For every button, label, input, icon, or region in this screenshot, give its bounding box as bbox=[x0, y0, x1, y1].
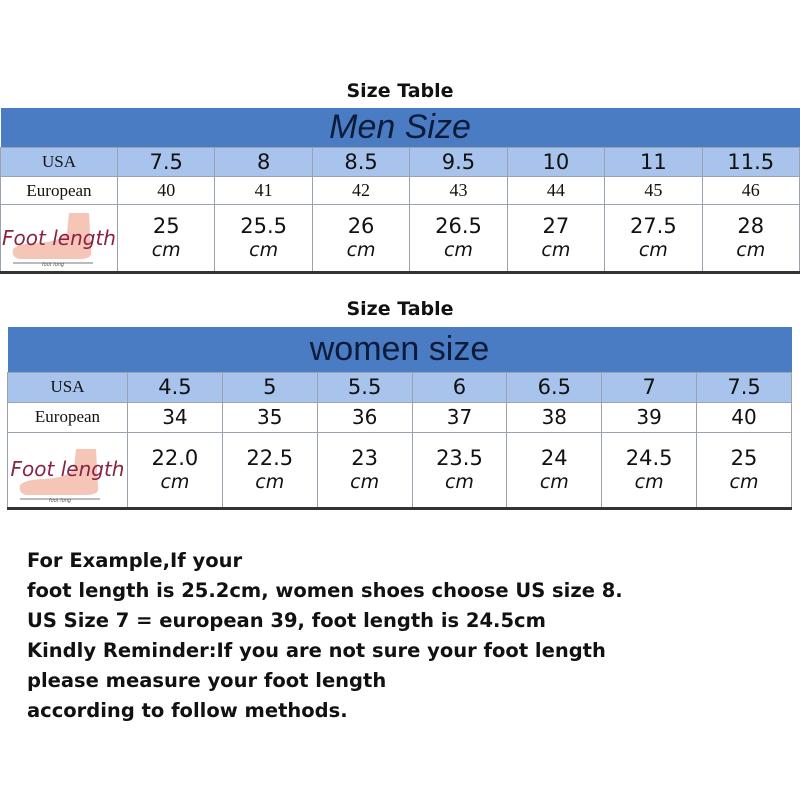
svg-text:foot long: foot long bbox=[49, 498, 71, 503]
foot-length-cell: 28 cm bbox=[701, 204, 800, 274]
european-size-cell: 41 bbox=[214, 176, 313, 205]
foot-length-cell: 22.0 cm bbox=[127, 431, 223, 510]
usa-size-cell: 8 bbox=[214, 147, 313, 177]
foot-length-value: 27 bbox=[542, 214, 570, 238]
foot-illustration: foot long bbox=[19, 448, 100, 503]
foot-length-value: 27.5 bbox=[629, 214, 677, 238]
european-size-cell: 36 bbox=[316, 401, 413, 433]
foot-length-value: 23 bbox=[351, 445, 378, 470]
unit-label: cm bbox=[539, 470, 569, 493]
usa-size-cell: 6.5 bbox=[506, 371, 603, 403]
unit-label: cm bbox=[255, 470, 285, 493]
usa-size-cell: 9.5 bbox=[409, 147, 508, 177]
european-size-cell: 45 bbox=[604, 176, 703, 205]
foot-length-cell: 27.5 cm bbox=[604, 204, 703, 274]
foot-length-label: foot long Foot length bbox=[0, 204, 118, 274]
foot-length-value: 25 bbox=[152, 214, 180, 238]
european-size-cell: 42 bbox=[311, 176, 411, 205]
note-line: please measure your foot length bbox=[27, 669, 387, 692]
foot-length-value: 24 bbox=[540, 445, 568, 470]
unit-label: cm bbox=[729, 470, 759, 493]
note-line: according to follow methods. bbox=[27, 699, 348, 722]
foot-length-label: foot long Foot length bbox=[7, 431, 128, 510]
usa-size-cell: 5 bbox=[221, 371, 318, 403]
usa-size-cell: 11.5 bbox=[701, 147, 800, 177]
usa-size-cell: 6 bbox=[411, 371, 508, 403]
european-size-cell: 44 bbox=[506, 176, 606, 205]
european-size-cell: 40 bbox=[696, 401, 792, 433]
european-label: European bbox=[0, 176, 118, 205]
foot-length-cell: 25 cm bbox=[696, 431, 792, 510]
foot-length-cell: 23.5 cm bbox=[411, 431, 508, 510]
foot-length-value: 26 bbox=[347, 214, 375, 238]
usa-label: USA bbox=[0, 147, 118, 177]
foot-length-value: 25 bbox=[730, 445, 758, 470]
table-banner: Men Size bbox=[0, 108, 800, 148]
foot-length-cell: 24 cm bbox=[506, 431, 603, 510]
usa-size-cell: 10 bbox=[506, 147, 606, 177]
size-note: For Example,If your foot length is 25.2cm… bbox=[27, 546, 623, 726]
unit-label: cm bbox=[249, 239, 279, 262]
foot-illustration: foot long bbox=[12, 213, 93, 267]
usa-size-cell: 7 bbox=[601, 371, 698, 403]
usa-size-cell: 5.5 bbox=[316, 371, 413, 403]
european-size-cell: 43 bbox=[409, 176, 508, 205]
european-size-cell: 35 bbox=[221, 401, 318, 433]
unit-label: cm bbox=[634, 470, 664, 493]
foot-length-cell: 22.5 cm bbox=[221, 431, 318, 510]
foot-length-value: 22.5 bbox=[246, 445, 294, 470]
foot-length-value: 22.0 bbox=[151, 445, 199, 470]
foot-length-cell: 26.5 cm bbox=[409, 204, 508, 274]
unit-label: cm bbox=[160, 470, 190, 493]
usa-size-cell: 4.5 bbox=[127, 371, 223, 403]
european-size-cell: 39 bbox=[601, 401, 698, 433]
foot-length-value: 28 bbox=[737, 214, 765, 238]
foot-length-cell: 27 cm bbox=[506, 204, 606, 274]
foot-length-value: 24.5 bbox=[625, 445, 673, 470]
usa-label: USA bbox=[7, 371, 128, 403]
european-size-cell: 46 bbox=[701, 176, 800, 205]
foot-length-cell: 25.5 cm bbox=[214, 204, 313, 274]
women-size-table: women size USA 4.5 5 5.5 6 6.5 7 7.5 European 34 35… bbox=[7, 327, 792, 510]
european-size-cell: 40 bbox=[116, 176, 216, 205]
european-label: European bbox=[7, 401, 128, 433]
foot-length-cell: 24.5 cm bbox=[601, 431, 698, 510]
unit-label: cm bbox=[443, 239, 473, 262]
foot-length-value: 25.5 bbox=[240, 214, 288, 238]
foot-length-value: 23.5 bbox=[436, 445, 483, 470]
note-line: Kindly Reminder:If you are not sure your… bbox=[27, 639, 606, 662]
usa-size-cell: 11 bbox=[604, 147, 703, 177]
european-size-cell: 38 bbox=[506, 401, 603, 433]
unit-label: cm bbox=[541, 239, 571, 262]
usa-size-cell: 7.5 bbox=[116, 147, 216, 177]
unit-label: cm bbox=[151, 239, 181, 262]
unit-label: cm bbox=[350, 470, 380, 493]
svg-text:foot long: foot long bbox=[42, 262, 64, 267]
unit-label: cm bbox=[444, 470, 474, 493]
men-size-table-title: Size Table bbox=[346, 80, 454, 102]
note-line: For Example,If your bbox=[27, 549, 243, 572]
foot-length-cell: 25 cm bbox=[116, 204, 216, 274]
men-size-table: Men Size USA 7.5 8 8.5 9.5 10 11 11.5 European 40 4… bbox=[0, 108, 800, 274]
note-line: foot length is 25.2cm, women shoes choos… bbox=[27, 579, 623, 602]
european-size-cell: 34 bbox=[127, 401, 223, 433]
table-banner: women size bbox=[7, 327, 792, 372]
unit-label: cm bbox=[346, 239, 376, 262]
usa-size-cell: 8.5 bbox=[311, 147, 411, 177]
women-size-table-title: Size Table bbox=[346, 298, 454, 320]
foot-length-value: 26.5 bbox=[435, 214, 482, 238]
unit-label: cm bbox=[638, 239, 668, 262]
unit-label: cm bbox=[736, 239, 766, 262]
usa-size-cell: 7.5 bbox=[696, 371, 792, 403]
foot-length-cell: 26 cm bbox=[311, 204, 411, 274]
foot-length-cell: 23 cm bbox=[316, 431, 413, 510]
note-line: US Size 7 = european 39, foot length is … bbox=[27, 609, 546, 632]
european-size-cell: 37 bbox=[411, 401, 508, 433]
